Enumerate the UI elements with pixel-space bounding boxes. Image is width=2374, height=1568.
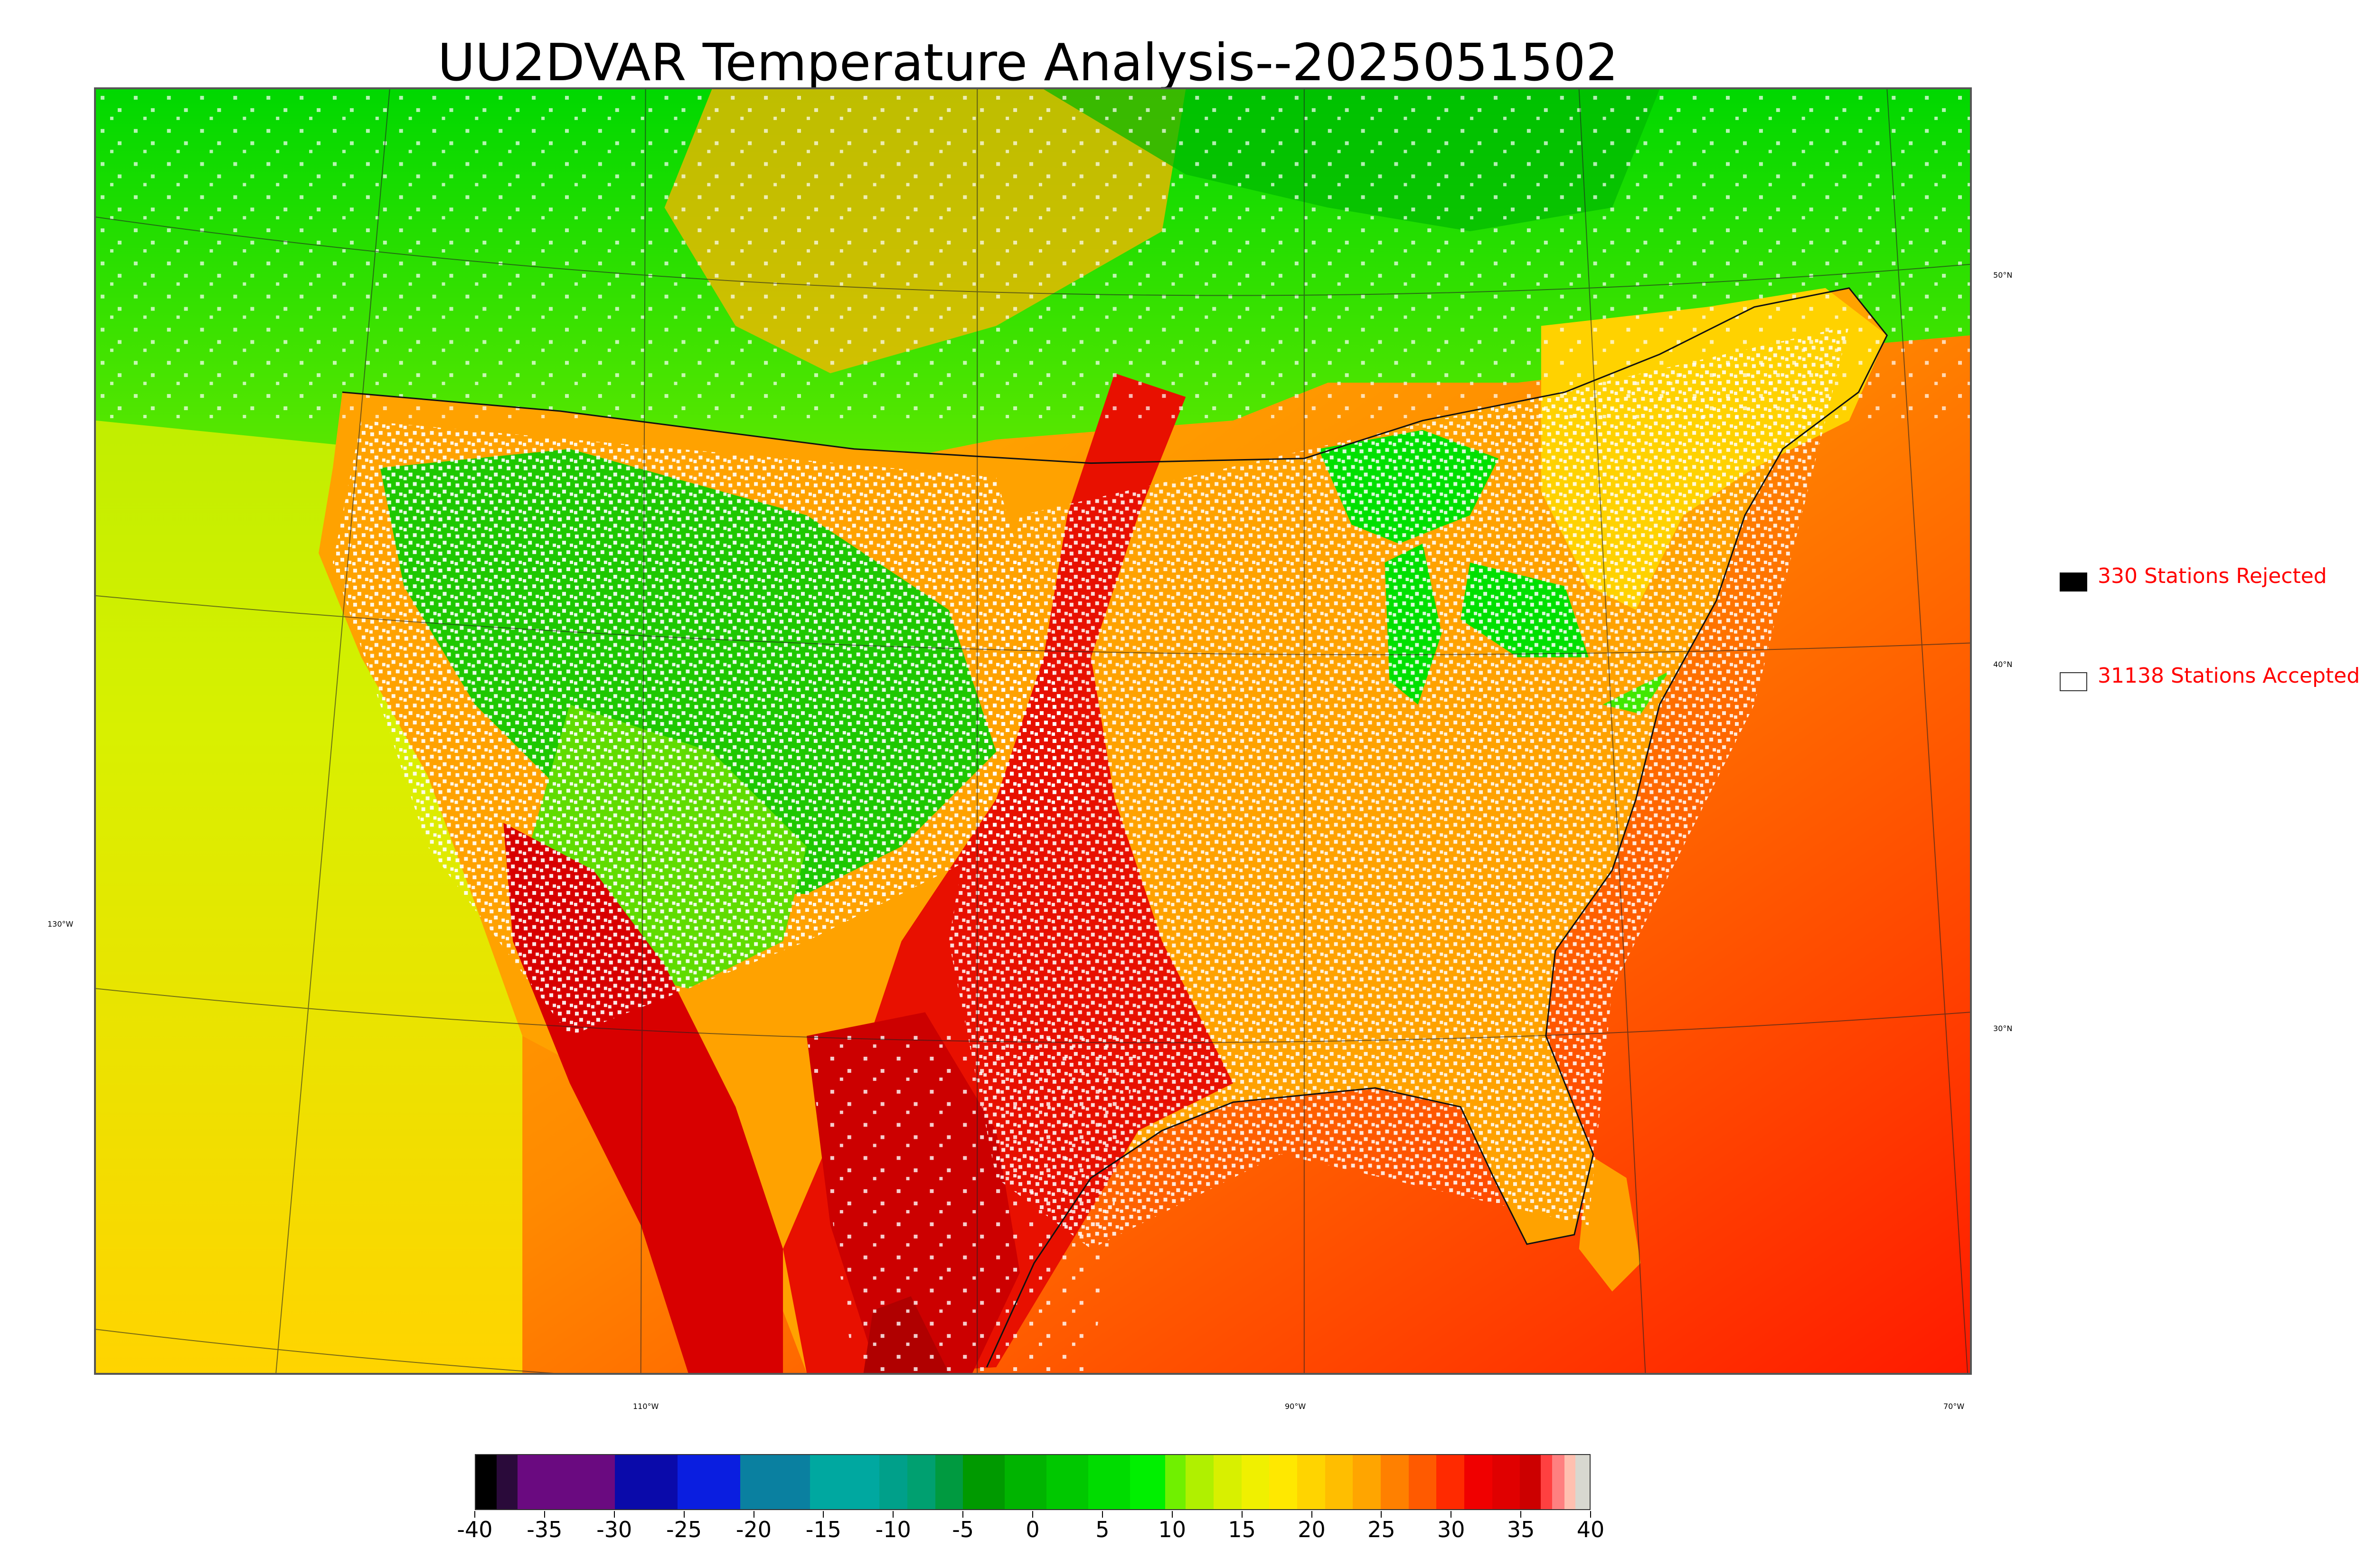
colorbar-tick-mark — [474, 1511, 475, 1518]
colorbar-tick-mark — [613, 1511, 615, 1518]
colorbar-tick-mark — [1241, 1511, 1243, 1518]
colorbar-tick-label: 20 — [1298, 1517, 1326, 1542]
accepted-swatch-icon — [2060, 672, 2087, 691]
colorbar-segment — [1564, 1455, 1576, 1509]
lon-label-110w: 110°W — [633, 1402, 659, 1411]
colorbar-segment — [1088, 1455, 1130, 1509]
colorbar-segment — [1241, 1455, 1270, 1509]
rejected-swatch-icon — [2060, 573, 2087, 592]
colorbar-segment — [1353, 1455, 1381, 1509]
colorbar-segment — [740, 1455, 810, 1509]
colorbar-segment — [1575, 1455, 1590, 1509]
lon-label-130w: 130°W — [47, 920, 74, 929]
colorbar-segment — [1325, 1455, 1353, 1509]
colorbar-segment — [1464, 1455, 1492, 1509]
colorbar-tick-label: -35 — [527, 1517, 563, 1542]
colorbar-segment — [1165, 1455, 1186, 1509]
colorbar-tick-label: -10 — [875, 1517, 911, 1542]
colorbar-tick-label: -30 — [596, 1517, 632, 1542]
colorbar-segment — [1005, 1455, 1047, 1509]
colorbar-segment — [1269, 1455, 1298, 1509]
colorbar-segment — [1408, 1455, 1437, 1509]
colorbar-segment — [1492, 1455, 1520, 1509]
colorbar-segment — [615, 1455, 678, 1509]
colorbar-segment — [1186, 1455, 1214, 1509]
colorbar-segment — [810, 1455, 880, 1509]
colorbar-segment — [935, 1455, 963, 1509]
colorbar-tick-mark — [1590, 1511, 1591, 1518]
colorbar-segment — [496, 1455, 518, 1509]
colorbar-segment — [1552, 1455, 1564, 1509]
colorbar-tick-label: 0 — [1026, 1517, 1040, 1542]
colorbar-segment — [476, 1455, 497, 1509]
colorbar-tick-mark — [544, 1511, 545, 1518]
colorbar-segment — [1541, 1455, 1552, 1509]
colorbar-tick-mark — [1311, 1511, 1312, 1518]
lon-label-90w: 90°W — [1285, 1402, 1306, 1411]
colorbar-segment — [1520, 1455, 1541, 1509]
texas-stations — [806, 1036, 1139, 1373]
colorbar-tick-mark — [1381, 1511, 1382, 1518]
colorbar-tick-mark — [1032, 1511, 1033, 1518]
western-stations — [332, 420, 1091, 1036]
colorbar-tick-mark — [683, 1511, 685, 1518]
colorbar-tick-mark — [893, 1511, 894, 1518]
colorbar-segment — [1130, 1455, 1165, 1509]
colorbar-segment — [963, 1455, 1005, 1509]
temperature-map[interactable] — [96, 89, 1970, 1373]
colorbar-segment — [517, 1455, 615, 1509]
lon-label-70w: 70°W — [1943, 1402, 1965, 1411]
rejected-stations-label: 330 Stations Rejected — [2098, 564, 2327, 588]
colorbar-segment — [907, 1455, 935, 1509]
colorbar-tick-label: -25 — [666, 1517, 702, 1542]
colorbar-segment — [1046, 1455, 1089, 1509]
colorbar-segment — [1436, 1455, 1464, 1509]
colorbar-tick-label: -20 — [735, 1517, 772, 1542]
florida-peninsula — [1579, 1154, 1641, 1292]
colorbar-tick-label: -15 — [805, 1517, 841, 1542]
graticule — [96, 89, 1970, 1373]
colorbar-tick-label: 40 — [1576, 1517, 1605, 1542]
colorbar-tick-label: 15 — [1228, 1517, 1256, 1542]
colorbar-segment — [879, 1455, 908, 1509]
colorbar-tick-label: -40 — [457, 1517, 493, 1542]
colorbar-tick-mark — [823, 1511, 824, 1518]
colorbar-segment — [1380, 1455, 1409, 1509]
colorbar-segment — [1214, 1455, 1242, 1509]
colorbar-segment — [678, 1455, 741, 1509]
colorbar-tick-label: 10 — [1158, 1517, 1187, 1542]
temperature-colorbar — [475, 1454, 1591, 1510]
accepted-stations-label: 31138 Stations Accepted — [2098, 664, 2360, 688]
lat-label-30n: 30°N — [1993, 1024, 2013, 1033]
colorbar-segment — [1297, 1455, 1325, 1509]
coastline — [342, 287, 1888, 1368]
colorbar-tick-label: 25 — [1367, 1517, 1395, 1542]
page-title: UU2DVAR Temperature Analysis--2025051502 — [437, 33, 1619, 93]
colorbar-tick-label: 5 — [1095, 1517, 1110, 1542]
map-panel[interactable] — [94, 87, 1972, 1375]
colorbar-tick-mark — [1171, 1511, 1173, 1518]
colorbar-tick-mark — [962, 1511, 964, 1518]
lat-label-50n: 50°N — [1993, 271, 2013, 280]
colorbar-tick-label: -5 — [952, 1517, 974, 1542]
colorbar-tick-mark — [1520, 1511, 1522, 1518]
colorbar-tick-mark — [1102, 1511, 1103, 1518]
lat-label-40n: 40°N — [1993, 660, 2013, 669]
colorbar-tick-label: 30 — [1437, 1517, 1465, 1542]
canada-stations — [96, 89, 1970, 421]
eastern-stations — [949, 326, 1849, 1249]
colorbar-tick-label: 35 — [1507, 1517, 1535, 1542]
